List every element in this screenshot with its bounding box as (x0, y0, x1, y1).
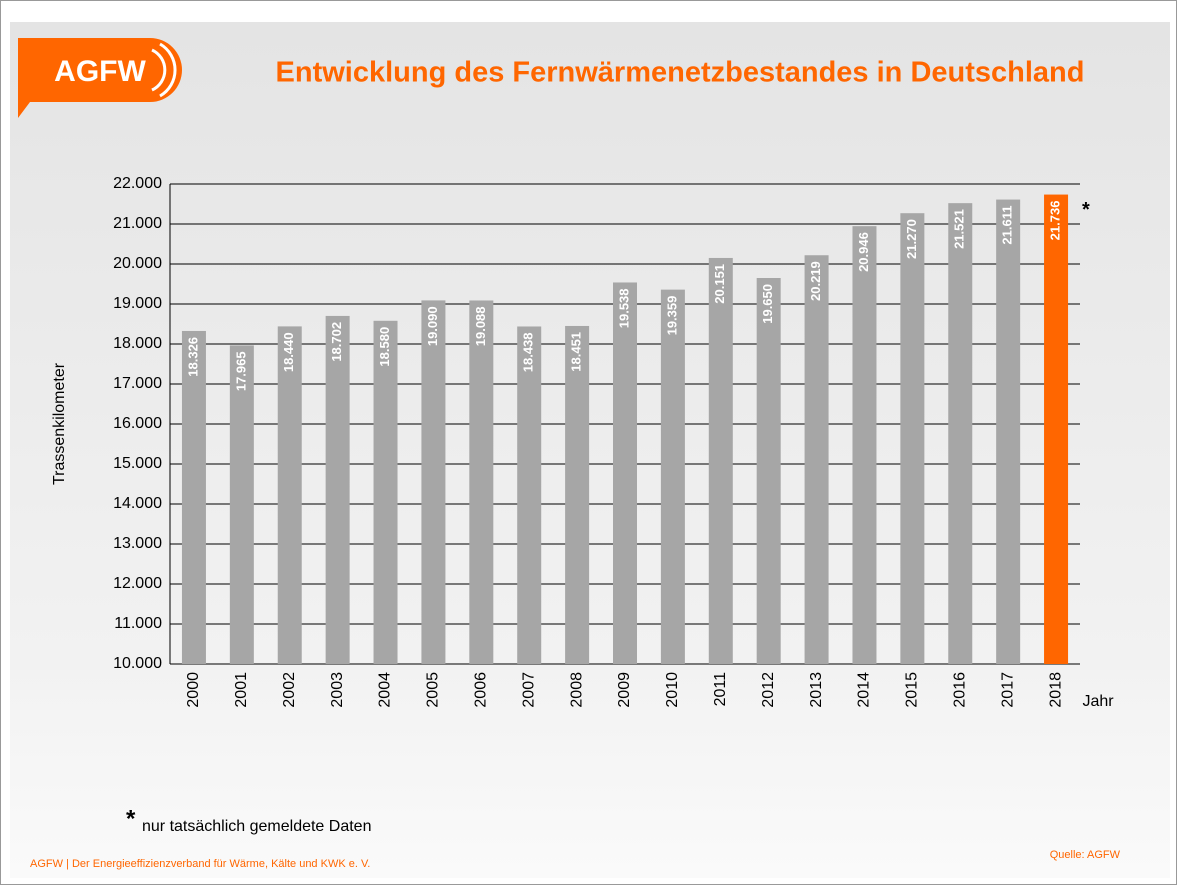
value-label: 19.359 (664, 296, 679, 336)
footnote: nur tatsächlich gemeldete Daten (142, 818, 371, 835)
x-tick-label: 2008 (568, 672, 585, 708)
bar (613, 282, 637, 664)
y-tick-label: 11.000 (114, 615, 162, 632)
bar (469, 300, 493, 664)
value-label: 18.451 (569, 332, 584, 372)
x-tick-label: 2000 (185, 672, 202, 708)
bar (517, 326, 541, 664)
footer: AGFW | Der Energieeffizienzverband für W… (30, 858, 370, 870)
x-tick-label: 2002 (281, 672, 298, 708)
value-label: 21.270 (904, 219, 919, 259)
value-label: 18.326 (185, 337, 200, 377)
bar (948, 203, 972, 664)
y-tick-label: 12.000 (113, 575, 162, 592)
bar (230, 345, 254, 664)
bar (565, 326, 589, 664)
x-tick-label: 2016 (951, 672, 968, 708)
annotation: * (1082, 199, 1090, 221)
y-tick-label: 14.000 (113, 495, 162, 512)
value-label: 17.965 (233, 351, 248, 391)
x-tick-label: 2010 (664, 672, 681, 708)
x-tick-label: 2001 (233, 672, 250, 708)
x-tick-label: 2012 (760, 672, 777, 708)
x-tick-label: 2004 (377, 672, 394, 708)
value-label: 19.650 (760, 284, 775, 324)
value-label: 20.151 (712, 264, 727, 304)
x-tick-label: 2018 (1047, 672, 1064, 708)
bar (661, 290, 685, 664)
bar (996, 200, 1020, 664)
bar (709, 258, 733, 664)
value-label: 18.438 (521, 332, 536, 372)
y-tick-label: 18.000 (113, 335, 162, 352)
x-tick-label: 2006 (473, 672, 490, 708)
bar (326, 316, 350, 664)
chart-title: Entwicklung des Fernwärmenetzbestandes i… (276, 57, 1085, 89)
value-label: 21.736 (1047, 201, 1062, 241)
y-tick-label: 21.000 (113, 215, 162, 232)
x-tick-label: 2005 (425, 672, 442, 708)
y-tick-label: 22.000 (113, 175, 162, 192)
x-tick-label: 2015 (904, 672, 921, 708)
x-tick-label: 2017 (999, 672, 1016, 708)
bar (1044, 195, 1068, 664)
x-axis-label: Jahr (1082, 693, 1114, 710)
value-label: 18.702 (329, 322, 344, 362)
bar (757, 278, 781, 664)
bar (182, 331, 206, 664)
bar (278, 326, 302, 664)
x-tick-label: 2014 (856, 672, 873, 708)
value-label: 18.440 (281, 332, 296, 372)
value-label: 18.580 (377, 327, 392, 367)
y-tick-label: 20.000 (113, 255, 162, 272)
x-tick-label: 2011 (712, 672, 729, 707)
value-label: 21.611 (1000, 206, 1015, 245)
x-tick-label: 2009 (616, 672, 633, 708)
value-label: 19.090 (425, 306, 440, 346)
x-tick-label: 2003 (329, 672, 346, 708)
chart: AGFW Entwicklung des Fernwärmenetzbestan… (0, 0, 1177, 885)
value-label: 21.521 (952, 209, 967, 249)
value-label: 19.538 (616, 288, 631, 328)
bar (805, 255, 829, 664)
y-tick-label: 10.000 (113, 655, 162, 672)
y-tick-label: 13.000 (113, 535, 162, 552)
bar (421, 300, 445, 664)
bar (374, 321, 398, 664)
source: Quelle: AGFW (1050, 849, 1121, 861)
value-label: 19.088 (473, 306, 488, 346)
bar (852, 226, 876, 664)
footnote-marker: * (126, 805, 136, 832)
y-tick-label: 17.000 (113, 375, 162, 392)
y-axis-label: Trassenkilometer (51, 362, 68, 485)
x-tick-label: 2007 (520, 672, 537, 708)
bar (900, 213, 924, 664)
y-tick-label: 16.000 (113, 415, 162, 432)
x-tick-label: 2013 (808, 672, 825, 708)
y-tick-label: 19.000 (113, 295, 162, 312)
y-tick-label: 15.000 (113, 455, 162, 472)
value-label: 20.219 (808, 261, 823, 301)
logo: AGFW (54, 55, 146, 88)
value-label: 20.946 (856, 232, 871, 272)
